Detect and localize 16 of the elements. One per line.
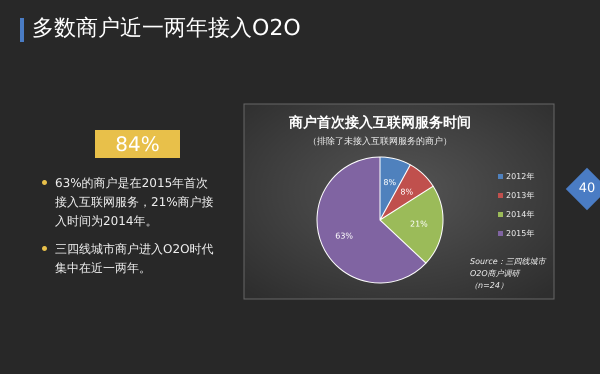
data-label: 63%	[335, 232, 354, 241]
legend-label: 2012年	[506, 172, 534, 181]
legend-label: 2014年	[506, 210, 534, 219]
text: 三四线城市商户进入O2O时代集中在近一两年。	[55, 241, 215, 277]
text: 40	[578, 180, 596, 198]
text: 多数商户近一两年接入O2O	[32, 15, 302, 43]
text: 63%的商户是在2015年首次接入互联网服务，21%商户接入时间为2014年。	[55, 175, 215, 230]
chart-subtitle: （排除了未接入互联网服务的商户）	[308, 136, 452, 147]
data-label: 8%	[383, 178, 396, 188]
chart-title: 商户首次接入互联网服务时间	[288, 114, 471, 131]
data-label: 8%	[400, 188, 414, 197]
data-label: 21%	[410, 220, 428, 229]
source-note: Source：三四线城市O2O商户调研（n=24）	[470, 256, 548, 292]
text: 84%	[95, 130, 180, 158]
legend-label: 2015年	[506, 229, 534, 238]
legend-label: 2013年	[506, 191, 534, 200]
